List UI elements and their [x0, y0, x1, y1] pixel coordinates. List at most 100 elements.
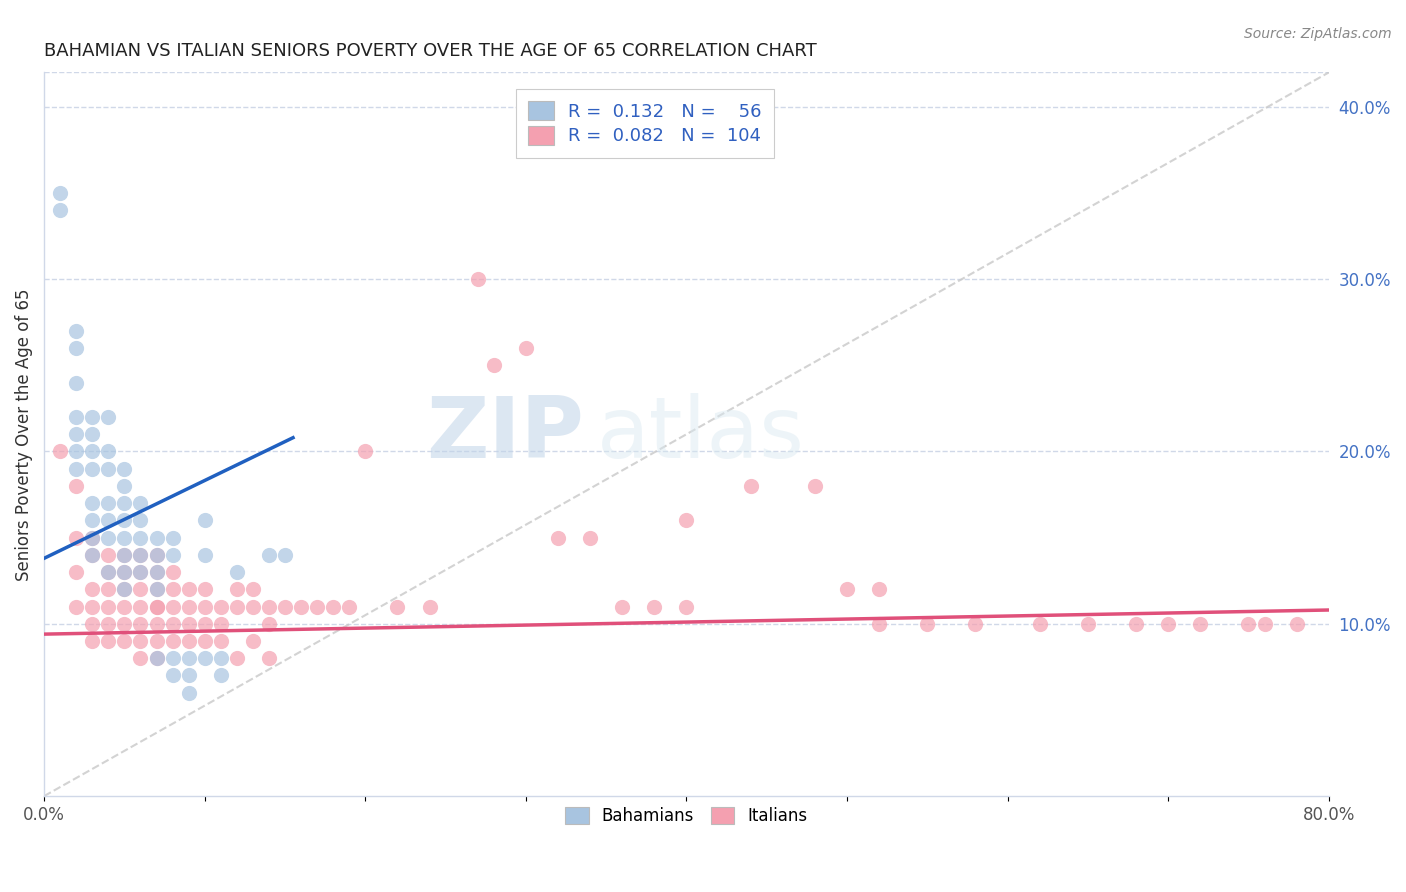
Point [740, 479, 762, 493]
Point [643, 599, 665, 614]
Point [65, 444, 87, 458]
Point [145, 565, 167, 579]
Point [194, 513, 217, 527]
Point [65, 599, 87, 614]
Point [482, 359, 505, 373]
Point [547, 531, 569, 545]
Point [112, 582, 135, 597]
Point [82, 599, 104, 614]
Point [112, 479, 135, 493]
Point [1077, 616, 1099, 631]
Point [242, 599, 264, 614]
Point [112, 565, 135, 579]
Point [145, 651, 167, 665]
Point [82, 531, 104, 545]
Point [209, 616, 232, 631]
Point [82, 513, 104, 527]
Point [145, 616, 167, 631]
Point [162, 651, 184, 665]
Point [225, 582, 247, 597]
Point [322, 599, 344, 614]
Point [257, 548, 280, 562]
Point [49, 186, 72, 200]
Point [257, 616, 280, 631]
Text: BAHAMIAN VS ITALIAN SENIORS POVERTY OVER THE AGE OF 65 CORRELATION CHART: BAHAMIAN VS ITALIAN SENIORS POVERTY OVER… [44, 42, 817, 60]
Point [49, 203, 72, 218]
Point [242, 634, 264, 648]
Point [177, 686, 200, 700]
Point [82, 634, 104, 648]
Point [1125, 616, 1147, 631]
Point [1189, 616, 1212, 631]
Point [82, 444, 104, 458]
Point [290, 599, 312, 614]
Point [177, 668, 200, 682]
Point [65, 376, 87, 390]
Point [209, 651, 232, 665]
Point [97, 616, 120, 631]
Point [274, 599, 297, 614]
Point [65, 324, 87, 338]
Point [145, 548, 167, 562]
Point [145, 599, 167, 614]
Point [1028, 616, 1050, 631]
Point [97, 599, 120, 614]
Point [129, 582, 152, 597]
Point [194, 616, 217, 631]
Point [49, 444, 72, 458]
Point [129, 496, 152, 510]
Point [97, 496, 120, 510]
Point [515, 341, 537, 355]
Point [225, 651, 247, 665]
Point [112, 616, 135, 631]
Point [145, 548, 167, 562]
Point [97, 461, 120, 475]
Point [177, 599, 200, 614]
Y-axis label: Seniors Poverty Over the Age of 65: Seniors Poverty Over the Age of 65 [15, 288, 32, 581]
Point [82, 496, 104, 510]
Point [112, 461, 135, 475]
Point [65, 565, 87, 579]
Point [1237, 616, 1260, 631]
Text: atlas: atlas [596, 392, 804, 475]
Point [194, 599, 217, 614]
Point [1253, 616, 1275, 631]
Point [194, 651, 217, 665]
Point [129, 651, 152, 665]
Point [387, 599, 409, 614]
Legend: Bahamians, Italians: Bahamians, Italians [555, 797, 818, 835]
Point [97, 548, 120, 562]
Point [194, 582, 217, 597]
Point [225, 565, 247, 579]
Point [274, 548, 297, 562]
Point [965, 616, 987, 631]
Point [82, 616, 104, 631]
Point [162, 548, 184, 562]
Point [162, 634, 184, 648]
Point [112, 548, 135, 562]
Point [129, 565, 152, 579]
Point [257, 599, 280, 614]
Point [129, 513, 152, 527]
Point [307, 599, 329, 614]
Point [579, 531, 602, 545]
Point [145, 582, 167, 597]
Point [129, 616, 152, 631]
Point [868, 582, 890, 597]
Point [82, 582, 104, 597]
Point [97, 531, 120, 545]
Point [209, 599, 232, 614]
Point [177, 582, 200, 597]
Point [97, 444, 120, 458]
Point [65, 410, 87, 425]
Point [97, 513, 120, 527]
Point [65, 341, 87, 355]
Point [112, 599, 135, 614]
Point [65, 427, 87, 442]
Point [612, 599, 634, 614]
Point [194, 634, 217, 648]
Point [225, 599, 247, 614]
Point [112, 531, 135, 545]
Point [97, 565, 120, 579]
Point [97, 582, 120, 597]
